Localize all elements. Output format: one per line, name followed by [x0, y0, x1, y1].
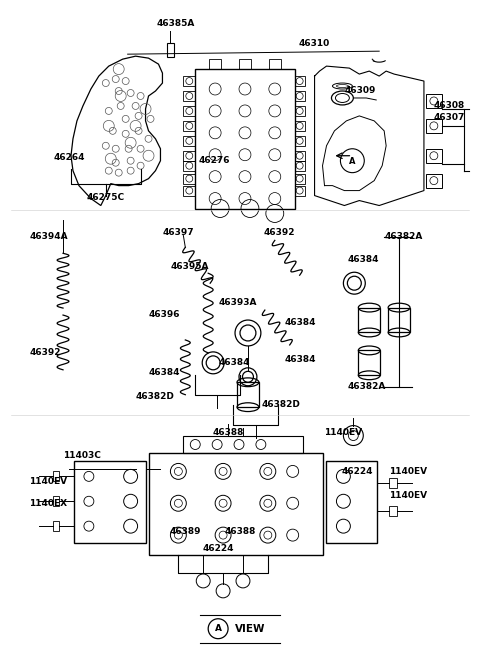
Bar [295, 185, 305, 196]
Text: 46308: 46308 [434, 101, 465, 110]
Text: 46382D: 46382D [136, 392, 175, 401]
Text: 1140EV: 1140EV [29, 477, 67, 487]
Bar [183, 106, 195, 116]
Bar [168, 43, 174, 57]
Bar [389, 478, 397, 489]
Bar [53, 472, 59, 481]
Bar [183, 185, 195, 196]
Bar [53, 496, 59, 506]
Bar [239, 59, 251, 69]
Bar [53, 521, 59, 531]
Bar [183, 160, 195, 171]
Bar [358, 308, 380, 333]
Text: A: A [349, 157, 356, 166]
Text: 46384: 46384 [218, 358, 250, 367]
Text: 46382A: 46382A [348, 382, 386, 391]
Text: 46388: 46388 [212, 428, 244, 437]
Bar [389, 506, 397, 516]
Bar [325, 461, 377, 543]
Text: 46309: 46309 [344, 86, 376, 95]
Bar [74, 461, 145, 543]
Bar [426, 94, 442, 108]
Text: 46396: 46396 [148, 310, 180, 319]
Text: 11403C: 11403C [63, 451, 101, 460]
Text: VIEW: VIEW [235, 624, 265, 634]
Bar [183, 174, 195, 183]
Bar [183, 76, 195, 86]
Bar [295, 121, 305, 131]
Bar [183, 121, 195, 131]
Bar [295, 151, 305, 160]
Bar [148, 453, 323, 555]
Bar [426, 119, 442, 133]
Text: 46397: 46397 [162, 229, 194, 237]
Bar [183, 91, 195, 101]
Bar [295, 136, 305, 146]
Bar [209, 59, 221, 69]
Bar [183, 136, 195, 146]
Text: 46393A: 46393A [218, 298, 257, 307]
Text: 46275C: 46275C [87, 193, 125, 202]
Text: 46264: 46264 [53, 153, 84, 162]
Bar [426, 149, 442, 162]
Text: 46310: 46310 [299, 39, 330, 48]
Text: 46388: 46388 [224, 527, 256, 536]
Bar [295, 160, 305, 171]
Bar [183, 151, 195, 160]
Text: 46224: 46224 [341, 468, 373, 476]
Text: 46385A: 46385A [156, 19, 194, 28]
Text: 46384: 46384 [285, 355, 316, 364]
Text: 46395A: 46395A [170, 262, 209, 271]
Text: 46389: 46389 [169, 527, 201, 536]
Bar [295, 91, 305, 101]
Text: A: A [215, 624, 222, 633]
Text: 46382A: 46382A [384, 233, 422, 242]
Text: 46394A: 46394A [29, 233, 68, 242]
Text: 46276: 46276 [198, 156, 230, 164]
Bar [195, 69, 295, 208]
Text: 1140EV: 1140EV [324, 428, 362, 437]
Bar [237, 383, 259, 407]
Text: 46384: 46384 [285, 318, 316, 327]
Bar [426, 174, 442, 187]
Text: 46384: 46384 [148, 368, 180, 377]
Bar [295, 106, 305, 116]
Bar [388, 308, 410, 333]
Text: 1140EV: 1140EV [389, 468, 427, 476]
Text: 46392: 46392 [264, 229, 295, 237]
Text: 46307: 46307 [434, 113, 465, 122]
Text: 46392: 46392 [29, 348, 61, 357]
Text: 46224: 46224 [203, 544, 234, 553]
Text: 46382D: 46382D [262, 400, 301, 409]
Bar [183, 436, 302, 453]
Bar [295, 174, 305, 183]
Bar [358, 350, 380, 375]
Text: 1140EX: 1140EX [29, 499, 67, 508]
Text: 1140EV: 1140EV [389, 491, 427, 500]
Bar [269, 59, 281, 69]
Text: 46384: 46384 [348, 255, 379, 265]
Bar [295, 76, 305, 86]
